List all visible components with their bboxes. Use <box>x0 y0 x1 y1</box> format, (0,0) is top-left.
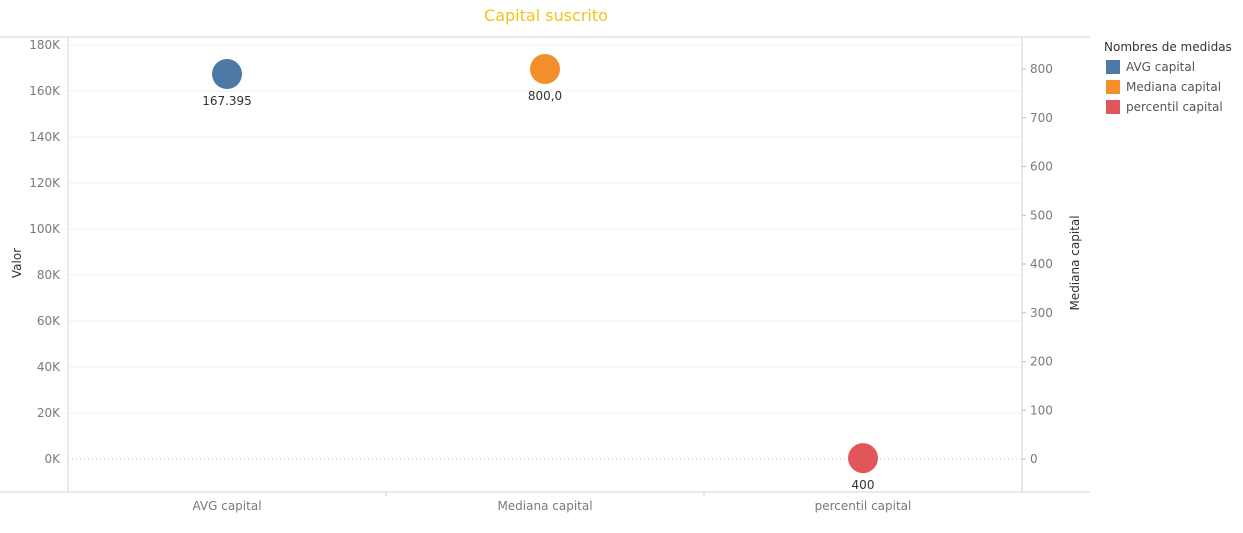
legend-swatch <box>1106 80 1120 94</box>
right-axis-ticks: 0 100 200 300 400 500 600 700 800 <box>1022 62 1053 466</box>
left-tick-label: 120K <box>29 176 61 190</box>
axes-frame <box>0 36 1090 496</box>
legend-items: AVG capital Mediana capital percentil capi… <box>1104 57 1232 117</box>
data-labels: 167.395 800,0 400 <box>202 89 874 492</box>
left-tick-label: 20K <box>37 406 61 420</box>
left-tick-label: 40K <box>37 360 61 374</box>
data-label: 400 <box>852 478 875 492</box>
right-tick-label: 600 <box>1030 160 1053 174</box>
x-tick-label: percentil capital <box>815 499 912 513</box>
legend-label: Mediana capital <box>1126 80 1222 94</box>
left-tick-label: 140K <box>29 130 61 144</box>
left-tick-label: 60K <box>37 314 61 328</box>
left-tick-label: 0K <box>44 452 61 466</box>
legend: Nombres de medidas AVG capital Mediana ca… <box>1104 40 1232 117</box>
right-tick-label: 400 <box>1030 257 1053 271</box>
right-tick-label: 0 <box>1030 452 1038 466</box>
data-label: 167.395 <box>202 94 252 108</box>
left-tick-label: 180K <box>29 38 61 52</box>
data-point-percentil-capital <box>848 443 878 474</box>
x-tick-label: AVG capital <box>192 499 261 513</box>
data-point-avg-capital <box>212 58 242 89</box>
chart-title: Capital suscrito <box>484 6 608 25</box>
left-axis-title: Valor <box>10 248 24 278</box>
right-tick-label: 500 <box>1030 208 1053 222</box>
legend-item[interactable]: AVG capital <box>1104 57 1232 77</box>
right-tick-label: 300 <box>1030 306 1053 320</box>
legend-swatch <box>1106 60 1120 74</box>
legend-item[interactable]: percentil capital <box>1104 97 1232 117</box>
legend-item[interactable]: Mediana capital <box>1104 77 1232 97</box>
left-tick-label: 80K <box>37 268 61 282</box>
left-axis-ticks: 0K 20K 40K 60K 80K 100K 120K 140K 160K 180K <box>29 38 61 466</box>
data-label: 800,0 <box>528 89 562 103</box>
right-tick-label: 700 <box>1030 111 1053 125</box>
right-axis-title: Mediana capital <box>1068 215 1082 310</box>
legend-title: Nombres de medidas <box>1104 40 1232 54</box>
data-marks <box>212 54 878 474</box>
right-tick-label: 800 <box>1030 62 1053 76</box>
x-tick-label: Mediana capital <box>497 499 592 513</box>
legend-label: percentil capital <box>1126 100 1223 114</box>
left-tick-label: 160K <box>29 84 61 98</box>
data-point-mediana-capital <box>530 54 560 84</box>
legend-swatch <box>1106 100 1120 114</box>
x-axis-ticks: AVG capital Mediana capital percentil capi… <box>192 499 911 513</box>
right-tick-label: 200 <box>1030 355 1053 369</box>
legend-label: AVG capital <box>1126 60 1196 74</box>
left-tick-label: 100K <box>29 222 61 236</box>
right-tick-label: 100 <box>1030 403 1053 417</box>
gridlines <box>68 44 1022 460</box>
